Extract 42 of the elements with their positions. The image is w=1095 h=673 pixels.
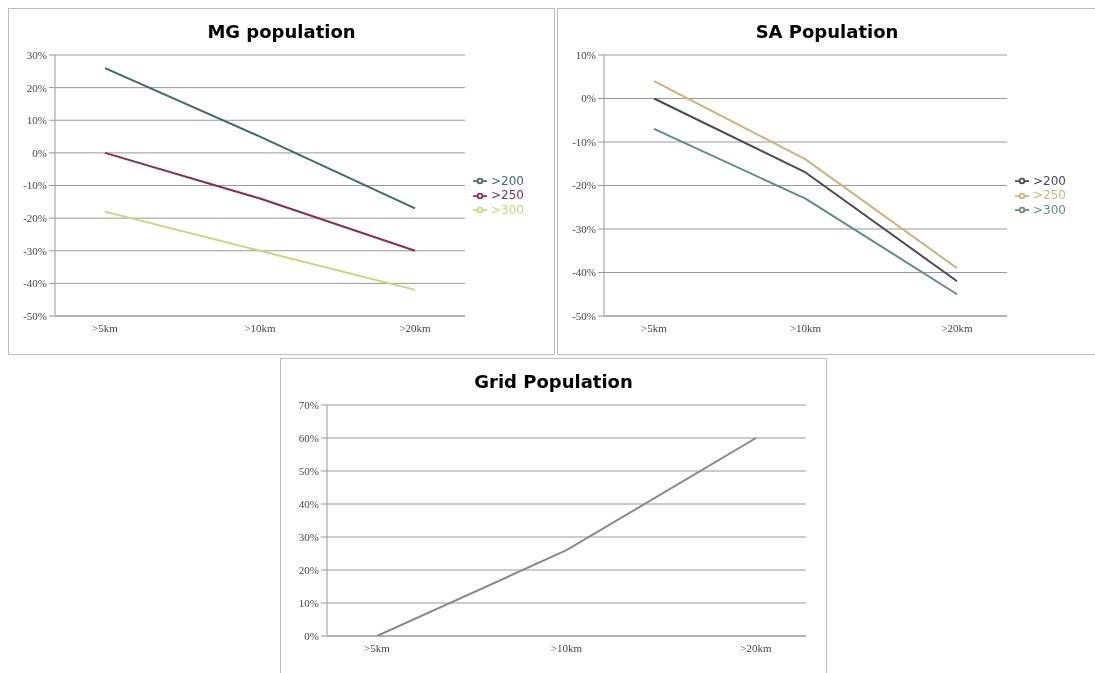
y-tick-label: 0% bbox=[32, 146, 47, 159]
legend-label: >250 bbox=[491, 188, 524, 203]
chart-title: MG population bbox=[206, 21, 357, 44]
x-tick-label: >10km bbox=[550, 641, 583, 654]
x-tick-label: >10km bbox=[244, 321, 277, 334]
x-tick-label: >20km bbox=[740, 641, 773, 654]
y-tick-label: 30% bbox=[26, 48, 47, 61]
chart-title: SA Population bbox=[754, 21, 900, 44]
y-tick-label: -40% bbox=[572, 266, 596, 279]
y-tick-label: -50% bbox=[572, 309, 596, 322]
legend-label: >300 bbox=[491, 202, 524, 217]
y-tick-label: -40% bbox=[23, 277, 47, 290]
legend-label: >200 bbox=[1033, 173, 1066, 188]
legend-label: >200 bbox=[491, 173, 524, 188]
y-tick-label: 50% bbox=[298, 464, 319, 477]
y-tick-label: 30% bbox=[298, 530, 319, 543]
x-tick-label: >5km bbox=[92, 321, 119, 334]
y-tick-label: 0% bbox=[581, 92, 596, 105]
y-tick-label: 0% bbox=[304, 629, 319, 642]
y-tick-label: 10% bbox=[26, 114, 47, 127]
y-tick-label: -10% bbox=[23, 179, 47, 192]
x-tick-label: >20km bbox=[399, 321, 432, 334]
y-tick-label: 20% bbox=[298, 563, 319, 576]
x-tick-label: >10km bbox=[789, 321, 822, 334]
x-tick-label: >5km bbox=[641, 321, 668, 334]
y-tick-label: 40% bbox=[298, 497, 319, 510]
y-tick-label: -30% bbox=[572, 222, 596, 235]
y-tick-label: 70% bbox=[298, 398, 319, 411]
y-tick-label: -10% bbox=[572, 135, 596, 148]
y-tick-label: 20% bbox=[26, 81, 47, 94]
y-tick-label: -20% bbox=[23, 212, 47, 225]
chart-title: Grid Population bbox=[473, 371, 634, 394]
y-tick-label: -20% bbox=[572, 179, 596, 192]
y-tick-label: -30% bbox=[23, 244, 47, 257]
y-tick-label: -50% bbox=[23, 309, 47, 322]
y-tick-label: 10% bbox=[298, 596, 319, 609]
x-tick-label: >20km bbox=[941, 321, 974, 334]
y-tick-label: 60% bbox=[298, 431, 319, 444]
y-tick-label: 10% bbox=[575, 48, 596, 61]
legend-label: >300 bbox=[1033, 202, 1066, 217]
x-tick-label: >5km bbox=[364, 641, 391, 654]
legend-label: >250 bbox=[1033, 188, 1066, 203]
